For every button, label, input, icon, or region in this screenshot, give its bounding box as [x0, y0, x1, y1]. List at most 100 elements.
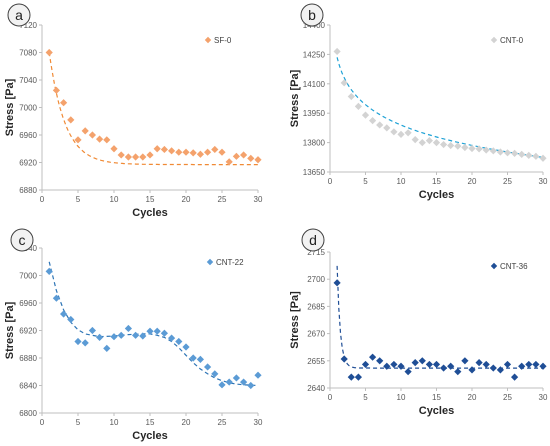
data-point: [225, 378, 233, 386]
x-tick-label: 20: [468, 393, 477, 402]
y-axis-title: Stress [Pa]: [289, 291, 301, 349]
y-tick-label: 6960: [19, 131, 37, 140]
data-point: [447, 362, 455, 370]
data-point: [461, 143, 469, 152]
data-point: [139, 332, 147, 340]
data-point: [475, 359, 483, 367]
data-point: [411, 136, 419, 144]
x-tick-label: 15: [432, 177, 441, 186]
data-point: [240, 378, 248, 386]
y-tick-label: 7040: [19, 76, 37, 85]
data-point: [418, 139, 426, 147]
data-point: [88, 326, 96, 335]
data-point: [160, 145, 168, 154]
data-point: [204, 148, 212, 156]
data-point: [369, 353, 377, 361]
y-tick-label: 6880: [19, 186, 37, 195]
y-tick-label: 6960: [19, 299, 37, 308]
x-tick-label: 0: [328, 177, 333, 186]
x-tick-label: 25: [218, 418, 227, 427]
x-tick-label: 25: [503, 177, 512, 186]
panel-label: b: [308, 7, 316, 23]
data-point: [404, 368, 412, 376]
data-point: [354, 373, 362, 381]
data-point: [482, 146, 490, 154]
data-point: [247, 381, 255, 390]
y-tick-label: 13800: [303, 139, 326, 148]
data-point: [411, 359, 419, 367]
data-point: [432, 360, 441, 369]
y-tick-label: 2670: [307, 330, 325, 339]
x-tick-label: 10: [110, 418, 119, 427]
y-tick-label: 2715: [307, 248, 325, 257]
x-tick-label: 15: [146, 418, 155, 427]
y-tick-label: 6880: [19, 354, 37, 363]
data-point: [496, 366, 504, 374]
data-point: [525, 151, 533, 159]
data-point: [496, 148, 504, 156]
data-point: [390, 128, 398, 136]
data-point: [425, 360, 433, 369]
x-tick-label: 10: [110, 195, 119, 204]
data-point: [218, 148, 226, 156]
data-point: [340, 79, 348, 87]
panel-badge: [7, 3, 31, 27]
data-point: [489, 147, 497, 155]
y-tick-label: 2685: [307, 302, 325, 311]
data-point: [240, 151, 248, 159]
x-axis-title: Cycles: [419, 189, 454, 201]
data-point: [376, 121, 384, 129]
data-point: [518, 150, 526, 158]
data-point: [376, 357, 384, 365]
x-tick-label: 0: [40, 418, 45, 427]
data-point: [390, 360, 398, 369]
x-tick-label: 10: [397, 177, 406, 186]
y-tick-label: 7120: [19, 21, 37, 30]
x-tick-label: 15: [146, 195, 155, 204]
data-point: [539, 154, 547, 162]
x-tick-label: 0: [328, 393, 333, 402]
data-point: [110, 333, 118, 341]
data-point: [383, 124, 391, 132]
data-point: [525, 360, 533, 369]
data-point: [347, 373, 355, 381]
data-point: [511, 373, 519, 381]
data-point: [347, 92, 355, 101]
x-tick-label: 30: [254, 195, 263, 204]
data-point: [454, 142, 462, 150]
panel-a: 0 5 10 15 20 25 30 6880 6920 6960 7000 7040 7080 7120…: [4, 3, 263, 219]
data-point: [189, 354, 197, 362]
x-tick-label: 25: [218, 195, 227, 204]
panel-d: 0 5 10 15 20 25 30 2640 2655 2670 2685 2700 2715 Cycl…: [289, 228, 548, 417]
panel-badge: [301, 228, 325, 252]
y-tick-label: 6800: [19, 409, 37, 418]
data-point: [475, 145, 483, 153]
data-point: [247, 154, 255, 162]
data-point: [160, 329, 168, 337]
data-point: [146, 151, 154, 159]
data-point: [74, 337, 82, 346]
panel-label: c: [19, 232, 26, 248]
data-point: [189, 149, 197, 157]
trend-line: [48, 52, 258, 166]
x-tick-label: 20: [182, 418, 191, 427]
panel-c: 0510152025306800684068806920696070007040…: [4, 228, 263, 442]
data-point: [503, 149, 512, 157]
data-point: [354, 102, 362, 110]
data-point: [182, 343, 190, 351]
y-axis-title: Stress [Pa]: [4, 78, 16, 136]
y-tick-label: 14250: [303, 50, 326, 59]
data-point: [225, 158, 233, 166]
data-point: [532, 152, 540, 160]
legend-label: CNT-22: [216, 258, 244, 267]
y-tick-label: 2700: [307, 275, 325, 284]
data-point: [88, 131, 96, 139]
data-point: [369, 117, 377, 125]
data-point: [361, 111, 370, 119]
data-point: [468, 366, 476, 374]
data-point: [404, 129, 412, 137]
panel-label: d: [309, 232, 317, 248]
data-point: [132, 331, 140, 339]
panel-b: 0510152025301365013800139501410014250144…: [289, 3, 548, 201]
